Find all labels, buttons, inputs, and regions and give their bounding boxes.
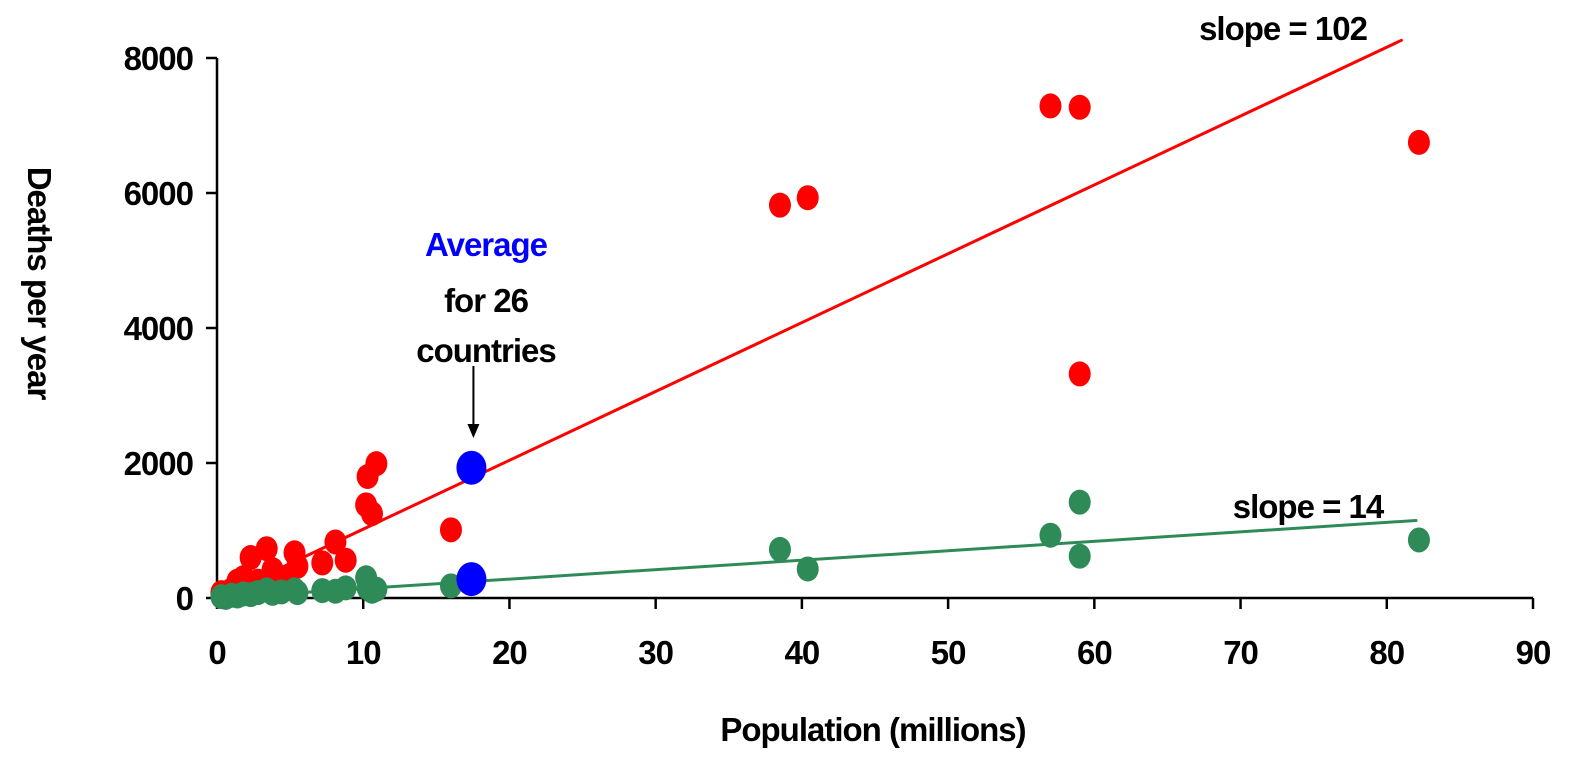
x-tick-label: 90 bbox=[1516, 634, 1551, 671]
green-slope-label: slope = 14 bbox=[1233, 488, 1385, 525]
data-point bbox=[1068, 94, 1091, 120]
data-point bbox=[365, 576, 388, 602]
y-axis-title: Deaths per year bbox=[21, 167, 58, 401]
data-point bbox=[439, 517, 462, 543]
data-point bbox=[456, 562, 487, 597]
x-tick-label: 60 bbox=[1077, 634, 1112, 671]
y-tick-label: 0 bbox=[176, 580, 193, 617]
x-tick-label: 70 bbox=[1223, 634, 1258, 671]
x-tick-label: 80 bbox=[1369, 634, 1404, 671]
data-point bbox=[286, 553, 309, 579]
fit-line bbox=[219, 38, 1403, 598]
data-point bbox=[311, 550, 334, 576]
data-point bbox=[768, 192, 791, 218]
y-tick-label: 2000 bbox=[124, 445, 193, 482]
data-point bbox=[796, 185, 819, 211]
data-point bbox=[796, 556, 819, 582]
data-point bbox=[365, 451, 388, 477]
data-point bbox=[255, 536, 278, 562]
data-point bbox=[286, 580, 309, 606]
x-axis-title: Population (millions) bbox=[720, 711, 1025, 748]
data-point bbox=[1407, 129, 1430, 155]
ticks: 0 10 20 30 40 50 60 70 80 90 0 2000 4000 6000 8000 bbox=[124, 40, 1552, 671]
data-point bbox=[1039, 522, 1062, 548]
data-point bbox=[456, 450, 487, 485]
y-tick-label: 6000 bbox=[124, 175, 193, 212]
annotation-average: Average bbox=[425, 226, 548, 263]
annotation-countries: countries bbox=[416, 332, 556, 369]
x-tick-label: 0 bbox=[208, 634, 225, 671]
data-point bbox=[1068, 361, 1091, 387]
annotation-arrowhead bbox=[467, 424, 480, 438]
y-tick-label: 8000 bbox=[124, 40, 193, 77]
data-point bbox=[334, 575, 357, 601]
annotation-for-26: for 26 bbox=[444, 282, 529, 319]
fit-lines bbox=[219, 38, 1418, 600]
data-point bbox=[768, 536, 791, 562]
y-tick-label: 4000 bbox=[124, 310, 193, 347]
red-slope-label: slope = 102 bbox=[1199, 10, 1368, 47]
labels: Deaths per year Population (millions) sl… bbox=[21, 10, 1386, 748]
data-point bbox=[1068, 543, 1091, 569]
data-point bbox=[1407, 527, 1430, 553]
data-point bbox=[1068, 489, 1091, 515]
data-point bbox=[334, 547, 357, 573]
x-tick-label: 30 bbox=[638, 634, 673, 671]
data-point bbox=[360, 501, 383, 527]
x-tick-label: 40 bbox=[785, 634, 820, 671]
x-tick-label: 10 bbox=[346, 634, 381, 671]
fit-line bbox=[219, 519, 1418, 600]
data-point bbox=[324, 529, 347, 555]
data-points bbox=[210, 93, 1430, 610]
x-tick-label: 20 bbox=[492, 634, 527, 671]
x-tick-label: 50 bbox=[931, 634, 966, 671]
data-point bbox=[1039, 93, 1062, 119]
